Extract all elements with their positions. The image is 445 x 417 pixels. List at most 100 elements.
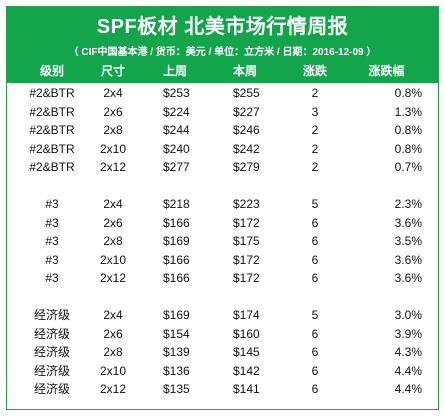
cell-this-week: $223 <box>233 197 260 211</box>
cell-this-week: $246 <box>233 123 260 138</box>
cell-change: 6 <box>311 345 319 360</box>
table-row: 经济级 2x10 $136 $142 6 4.4% <box>7 363 438 381</box>
cell-change: 2 <box>311 160 319 175</box>
cell-size: 2x8 <box>103 345 123 360</box>
cell-this-week: $141 <box>233 382 260 397</box>
cell-change: 6 <box>311 382 319 397</box>
cell-this-week: $175 <box>233 234 260 249</box>
table-row: 经济级 2x8 $139 $145 6 4.3% <box>7 344 438 362</box>
cell-this-week: $227 <box>233 104 260 119</box>
cell-size: 2x4 <box>103 86 123 100</box>
cell-size: 2x8 <box>103 234 123 249</box>
cell-size: 2x12 <box>99 160 127 175</box>
price-report-table: SPF板材 北美市场行情周报 （ CIF中国基本港 / 货币：美元 / 单位：立… <box>6 6 439 410</box>
cell-this-week: $174 <box>233 308 260 322</box>
cell-grade: #3 <box>45 234 59 249</box>
cell-size: 2x10 <box>99 252 127 267</box>
table-row: #3 2x12 $166 $172 6 3.6% <box>7 270 438 288</box>
table-row: #2&BTR 2x10 $240 $242 2 0.8% <box>7 141 438 159</box>
cell-last-week: $166 <box>163 252 190 267</box>
table-row: #3 2x6 $166 $172 6 3.6% <box>7 215 438 233</box>
table-row: #3 2x10 $166 $172 6 3.6% <box>7 252 438 270</box>
cell-change-pct: 4.3% <box>394 345 422 360</box>
cell-last-week: $135 <box>163 382 190 397</box>
cell-change-pct: 3.9% <box>394 326 422 341</box>
cell-this-week: $172 <box>233 252 260 267</box>
cell-this-week: $242 <box>233 141 260 156</box>
header-size: 尺寸 <box>100 64 125 78</box>
cell-size: 2x6 <box>103 104 123 119</box>
cell-last-week: $218 <box>163 197 190 211</box>
cell-last-week: $253 <box>163 86 190 100</box>
header-last-week: 上周 <box>163 64 188 78</box>
header-change-pct: 涨跌幅 <box>368 64 405 78</box>
cell-grade: #2&BTR <box>29 141 75 156</box>
cell-last-week: $244 <box>163 123 190 138</box>
cell-change-pct: 3.5% <box>394 234 422 249</box>
header-grade: 级别 <box>39 64 64 78</box>
cell-grade: #3 <box>45 215 59 230</box>
cell-last-week: $136 <box>163 363 190 378</box>
cell-grade: 经济级 <box>33 363 70 378</box>
cell-change: 6 <box>311 271 319 286</box>
cell-change-pct: 0.8% <box>394 123 422 138</box>
cell-this-week: $145 <box>233 345 260 360</box>
report-title: SPF板材 北美市场行情周报 <box>96 16 349 38</box>
table-row: #2&BTR 2x12 $277 $279 2 0.7% <box>7 159 438 177</box>
table-row: #2&BTR 2x4 $253 $255 2 0.8% <box>7 85 438 103</box>
cell-grade: #2&BTR <box>29 86 75 100</box>
cell-change-pct: 1.3% <box>394 104 422 119</box>
cell-change: 2 <box>311 123 319 138</box>
cell-size: 2x6 <box>103 215 123 230</box>
cell-this-week: $172 <box>233 271 260 286</box>
table-row: 经济级 2x6 $154 $160 6 3.9% <box>7 326 438 344</box>
table-row: 经济级 2x12 $135 $141 6 4.4% <box>7 381 438 399</box>
cell-grade: 经济级 <box>33 345 70 360</box>
cell-change-pct: 4.4% <box>394 382 422 397</box>
cell-last-week: $166 <box>163 271 190 286</box>
cell-last-week: $166 <box>163 215 190 230</box>
cell-grade: #3 <box>45 197 59 211</box>
cell-change-pct: 0.8% <box>394 141 422 156</box>
cell-change: 2 <box>311 86 319 100</box>
cell-size: 2x10 <box>99 363 127 378</box>
table-row: #3 2x8 $169 $175 6 3.5% <box>7 233 438 251</box>
cell-last-week: $277 <box>163 160 190 175</box>
report-header: SPF板材 北美市场行情周报 （ CIF中国基本港 / 货币：美元 / 单位：立… <box>7 7 438 83</box>
column-header-row: 级别 尺寸 上周 本周 涨跌 涨跌幅 <box>7 63 438 81</box>
cell-change-pct: 4.4% <box>394 363 422 378</box>
cell-size: 2x10 <box>99 141 127 156</box>
cell-change: 3 <box>311 104 319 119</box>
cell-grade: 经济级 <box>33 308 70 322</box>
header-this-week: 本周 <box>233 64 258 78</box>
table-row: #2&BTR 2x8 $244 $246 2 0.8% <box>7 122 438 140</box>
cell-change: 5 <box>311 197 319 211</box>
cell-change: 5 <box>311 308 319 322</box>
cell-grade: #2&BTR <box>29 123 75 138</box>
cell-grade: 经济级 <box>33 382 70 397</box>
cell-size: 2x4 <box>103 308 123 322</box>
cell-change: 6 <box>311 215 319 230</box>
cell-change: 6 <box>311 326 319 341</box>
cell-last-week: $224 <box>163 104 190 119</box>
cell-change-pct: 3.0% <box>394 308 422 322</box>
cell-last-week: $169 <box>163 234 190 249</box>
cell-change: 6 <box>311 252 319 267</box>
report-subtitle: （ CIF中国基本港 / 货币：美元 / 单位：立方米 / 日期：2016-12… <box>68 47 377 58</box>
cell-this-week: $172 <box>233 215 260 230</box>
cell-this-week: $160 <box>233 326 260 341</box>
cell-grade: #2&BTR <box>29 160 75 175</box>
cell-size: 2x8 <box>103 123 123 138</box>
cell-grade: #3 <box>45 252 59 267</box>
cell-change-pct: 3.6% <box>394 215 422 230</box>
cell-grade: 经济级 <box>33 326 70 341</box>
table-row: #3 2x4 $218 $223 5 2.3% <box>7 196 438 214</box>
cell-change: 2 <box>311 141 319 156</box>
cell-this-week: $255 <box>233 86 260 100</box>
cell-last-week: $169 <box>163 308 190 322</box>
cell-grade: #2&BTR <box>29 104 75 119</box>
cell-change: 6 <box>311 363 319 378</box>
cell-grade: #3 <box>45 271 59 286</box>
cell-change-pct: 3.6% <box>394 252 422 267</box>
cell-last-week: $154 <box>163 326 190 341</box>
